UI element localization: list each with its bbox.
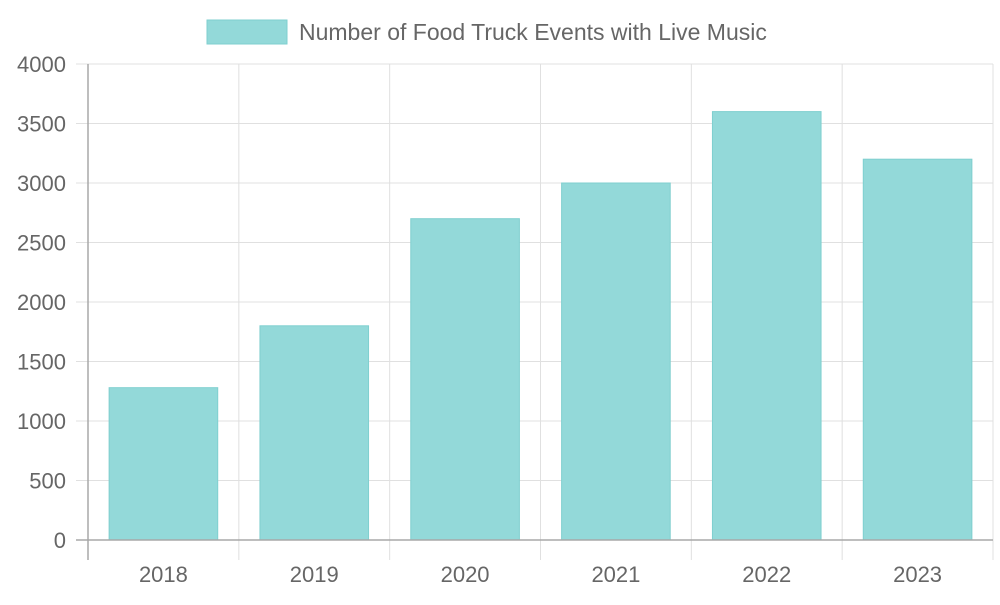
bar-2020 xyxy=(410,218,520,541)
y-tick-label: 0 xyxy=(54,528,66,553)
y-tick-label: 1000 xyxy=(17,409,66,434)
y-tick-label: 4000 xyxy=(17,52,66,77)
x-axis-tick-labels: 2018 2019 2020 2021 2022 2023 xyxy=(139,562,942,587)
x-tick-label: 2020 xyxy=(441,562,490,587)
grid-lines xyxy=(76,63,994,560)
y-tick-label: 1500 xyxy=(17,350,66,375)
legend-swatch xyxy=(206,19,288,45)
y-tick-label: 2000 xyxy=(17,290,66,315)
x-tick-label: 2021 xyxy=(591,562,640,587)
bar-2022 xyxy=(711,111,822,541)
x-tick-label: 2018 xyxy=(139,562,188,587)
legend: Number of Food Truck Events with Live Mu… xyxy=(206,19,767,45)
legend-label: Number of Food Truck Events with Live Mu… xyxy=(299,19,767,45)
y-tick-label: 500 xyxy=(29,469,66,494)
bar-2023 xyxy=(862,158,973,541)
bar-2018 xyxy=(108,387,219,541)
axes xyxy=(76,64,993,560)
x-tick-label: 2022 xyxy=(742,562,791,587)
y-tick-label: 3000 xyxy=(17,171,66,196)
y-axis-tick-labels: 0 500 1000 1500 2000 2500 3000 3500 4000 xyxy=(17,52,66,553)
x-tick-label: 2023 xyxy=(893,562,942,587)
bars xyxy=(108,111,973,541)
x-tick-label: 2019 xyxy=(290,562,339,587)
y-tick-label: 3500 xyxy=(17,112,66,137)
bar-2019 xyxy=(259,325,370,541)
bar-2021 xyxy=(561,182,671,541)
y-tick-label: 2500 xyxy=(17,231,66,256)
